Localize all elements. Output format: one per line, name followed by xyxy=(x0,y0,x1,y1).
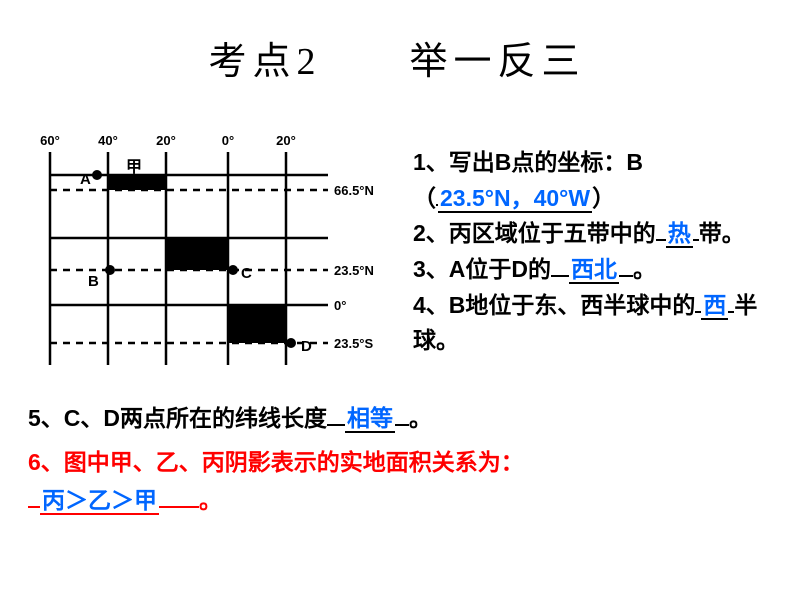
svg-text:B: B xyxy=(88,273,99,290)
questions-right: 1、写出B点的坐标：B （23.5°N，40°W） 2、丙区域位于五带中的热带。… xyxy=(413,145,773,359)
q2-text-b: 带。 xyxy=(699,220,745,246)
q5-answer: 相等 xyxy=(345,405,395,433)
svg-text:66.5°N: 66.5°N xyxy=(334,183,374,198)
q1: 1、写出B点的坐标：B （23.5°N，40°W） xyxy=(413,145,773,216)
svg-text:D: D xyxy=(301,338,312,355)
svg-text:A: A xyxy=(80,171,91,188)
q1-answer: 23.5°N，40°W xyxy=(438,185,592,213)
q5-text-b: 。 xyxy=(409,405,432,431)
grid-diagram: 60° 40° 20° 0° 20° 66.5°N 23.5°N 0° 23.5°S A B C D 甲乙… xyxy=(28,130,378,385)
svg-text:C: C xyxy=(241,265,252,282)
q4: 4、B地位于东、西半球中的西半球。 xyxy=(413,288,773,359)
q5-text-a: 5、C、D两点所在的纬线长度 xyxy=(28,405,327,431)
svg-text:60°: 60° xyxy=(40,133,60,148)
q6-answer: 丙＞乙＞甲 xyxy=(40,487,159,515)
svg-text:20°: 20° xyxy=(276,133,296,148)
q2-answer: 热 xyxy=(666,220,693,248)
q3-text-a: 3、A位于D的 xyxy=(413,256,551,282)
q2: 2、丙区域位于五带中的热带。 xyxy=(413,216,773,252)
q6-text-b: 。 xyxy=(199,487,222,513)
q6: 6、图中甲、乙、丙阴影表示的实地面积关系为： 丙＞乙＞甲 。 xyxy=(28,444,768,520)
questions-bottom: 5、C、D两点所在的纬线长度相等。 6、图中甲、乙、丙阴影表示的实地面积关系为：… xyxy=(28,400,768,520)
q5: 5、C、D两点所在的纬线长度相等。 xyxy=(28,400,768,438)
q3-text-b: 。 xyxy=(633,256,656,282)
svg-text:20°: 20° xyxy=(156,133,176,148)
q4-answer: 西 xyxy=(701,292,728,320)
svg-text:0°: 0° xyxy=(222,133,234,148)
q1-text: 1、写出B点的坐标：B xyxy=(413,149,643,175)
page-title: 考点2 举一反三 xyxy=(0,0,794,85)
q3: 3、A位于D的西北。 xyxy=(413,252,773,288)
svg-text:乙: 乙 xyxy=(186,245,202,262)
svg-text:丙: 丙 xyxy=(250,323,266,341)
q4-text-a: 4、B地位于东、西半球中的 xyxy=(413,292,695,318)
svg-text:40°: 40° xyxy=(98,133,118,148)
svg-text:0°: 0° xyxy=(334,298,346,313)
q6-text-a: 6、图中甲、乙、丙阴影表示的实地面积关系为： xyxy=(28,449,524,475)
svg-text:甲: 甲 xyxy=(126,158,142,176)
q2-text-a: 2、丙区域位于五带中的 xyxy=(413,220,656,246)
svg-text:23.5°S: 23.5°S xyxy=(334,336,374,351)
svg-text:23.5°N: 23.5°N xyxy=(334,263,374,278)
q3-answer: 西北 xyxy=(569,256,619,284)
